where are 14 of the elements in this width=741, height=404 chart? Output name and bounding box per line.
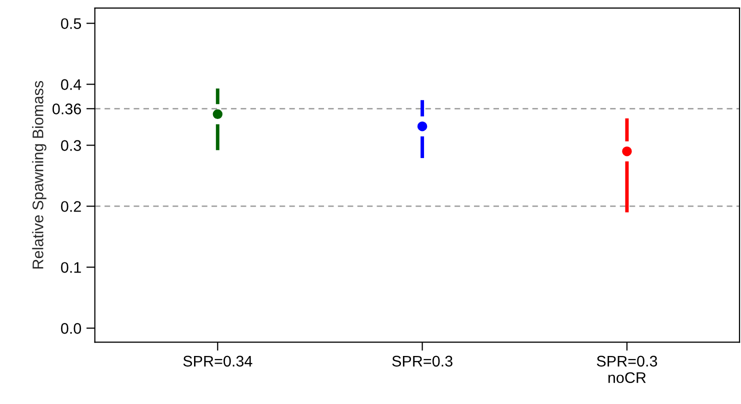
y-axis-title: Relative Spawning Biomass: [32, 81, 46, 269]
y-tick-label: 0.36: [52, 104, 81, 114]
x-tick-label: SPR=0.3: [392, 356, 452, 367]
y-tick-label: 0.3: [61, 140, 81, 151]
y-tick-label: 0.5: [61, 18, 82, 30]
x-tick-label: SPR=0.3 noCR: [596, 356, 658, 384]
y-tick-label: 0.0: [61, 323, 82, 334]
y-tick-label: 0.1: [61, 262, 81, 273]
point: [417, 121, 428, 132]
point: [622, 146, 632, 156]
point: [212, 109, 223, 120]
x-tick-label: SPR=0.34: [183, 356, 252, 367]
y-tick-label: 0.2: [61, 201, 81, 212]
y-tick-label: 0.4: [61, 79, 82, 90]
